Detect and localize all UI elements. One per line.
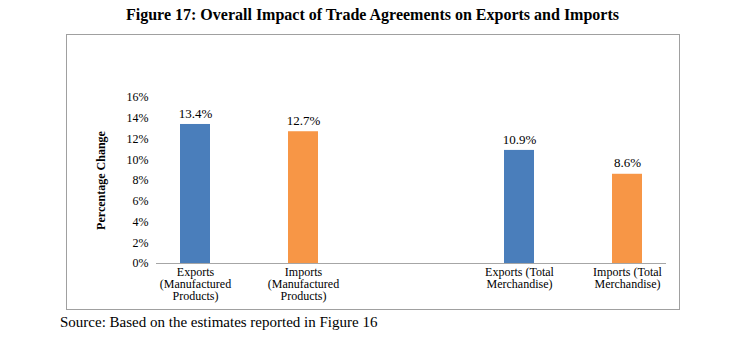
svg-text:16%: 16% — [127, 90, 149, 104]
svg-text:Percentage Change: Percentage Change — [94, 130, 108, 229]
svg-text:12%: 12% — [127, 132, 149, 146]
svg-text:8%: 8% — [133, 173, 149, 187]
svg-text:0%: 0% — [133, 256, 149, 270]
svg-text:2%: 2% — [133, 236, 149, 250]
svg-text:10%: 10% — [127, 153, 149, 167]
html-text:Figure 17: Overall Impact of T: Figure 17: Overall Impact of Trade Agree… — [126, 6, 619, 23]
svg-text:4%: 4% — [133, 215, 149, 229]
svg-text:Imports (TotalMerchandise): Imports (TotalMerchandise) — [593, 265, 662, 291]
svg-text:10.9%: 10.9% — [503, 132, 537, 147]
svg-text:Exports(ManufacturedProducts): Exports(ManufacturedProducts) — [160, 265, 231, 303]
svg-text:Exports (TotalMerchandise): Exports (TotalMerchandise) — [485, 265, 554, 291]
svg-text:13.4%: 13.4% — [179, 106, 213, 121]
html-text:Source: Based on the estimates: Source: Based on the estimates reported … — [60, 314, 378, 330]
svg-text:Imports(ManufacturedProducts): Imports(ManufacturedProducts) — [268, 265, 339, 303]
svg-text:8.6%: 8.6% — [614, 155, 641, 170]
svg-text:12.7%: 12.7% — [287, 113, 321, 128]
svg-text:14%: 14% — [127, 111, 149, 125]
svg-text:6%: 6% — [133, 194, 149, 208]
